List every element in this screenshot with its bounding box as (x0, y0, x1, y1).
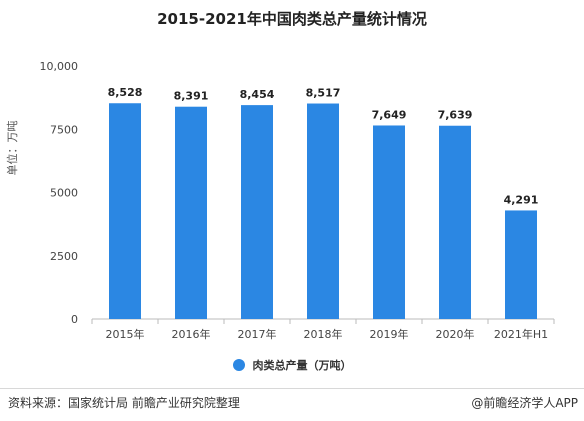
x-tick-label: 2015年 (106, 327, 145, 341)
legend: 肉类总产量（万吨） (0, 357, 584, 373)
bar (241, 105, 273, 319)
y-tick-label: 10,000 (40, 60, 79, 73)
data-label: 8,454 (240, 88, 275, 101)
bar-layer: 8,528 8,391 8,454 8,517 7,649 7,639 4,291 (108, 86, 539, 319)
bar (439, 125, 471, 319)
x-tick-label: 2018年 (304, 327, 343, 341)
legend-label: 肉类总产量（万吨） (252, 359, 352, 372)
y-tick-label: 5000 (50, 187, 78, 200)
bar (307, 103, 339, 319)
x-tick-label: 2019年 (370, 327, 409, 341)
data-label: 7,649 (372, 108, 407, 121)
x-tick-label: 2016年 (172, 327, 211, 341)
footer-divider (0, 388, 584, 389)
data-label: 8,528 (108, 86, 143, 99)
credit-note: @前瞻经济学人APP (471, 396, 578, 410)
data-label: 8,391 (174, 90, 209, 103)
y-tick-label: 2500 (50, 250, 78, 263)
x-tick-label: 2020年 (436, 327, 475, 341)
bar (175, 106, 207, 319)
legend-marker (232, 359, 245, 371)
bar (505, 210, 537, 319)
data-label: 7,639 (438, 109, 473, 122)
data-label: 8,517 (306, 87, 341, 100)
y-tick-label: 7500 (50, 123, 78, 136)
y-tick-label: 0 (71, 313, 78, 326)
bar-chart: 0 2500 5000 7500 10,000 2015年 2016年 2017年 2018年 2… (40, 60, 555, 341)
bar (109, 103, 141, 319)
axis-layer: 0 2500 5000 7500 10,000 2015年 2016年 2017年 2018年 2… (40, 60, 555, 341)
source-note: 资料来源：国家统计局 前瞻产业研究院整理 (8, 396, 240, 410)
data-label: 4,291 (504, 193, 539, 206)
x-tick-label: 2021年H1 (494, 327, 548, 341)
x-tick-label: 2017年 (238, 327, 277, 341)
bar (373, 125, 405, 319)
chart-title: 2015-2021年中国肉类总产量统计情况 (157, 10, 427, 28)
